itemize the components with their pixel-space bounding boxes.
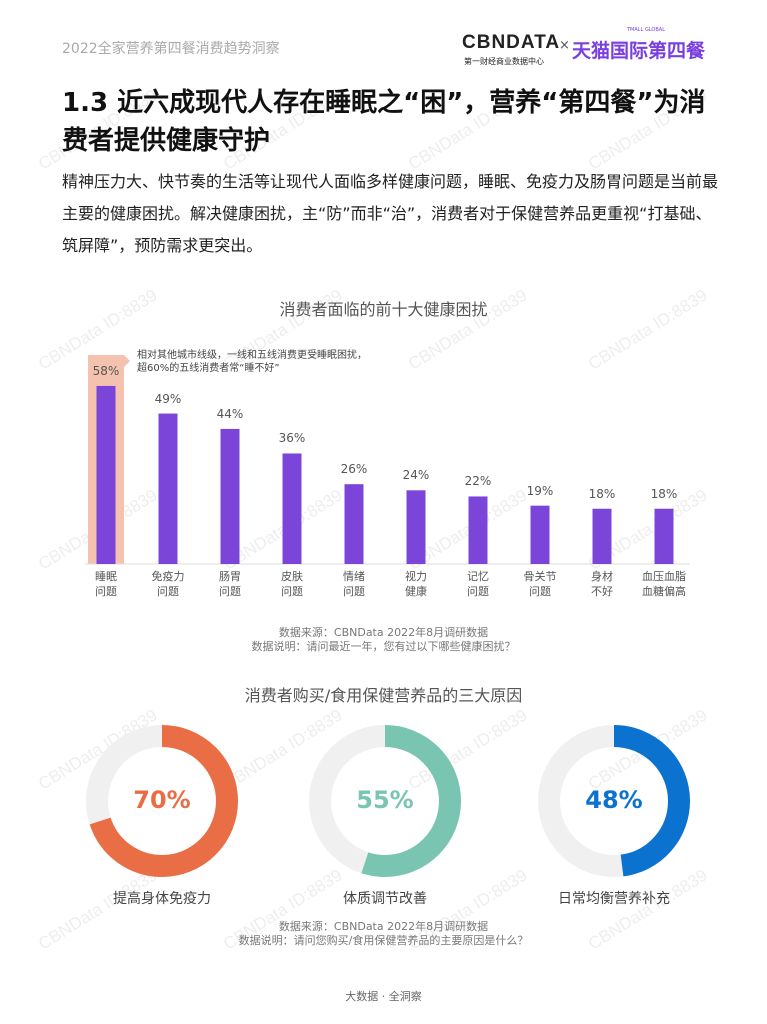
x-tick-label: 记忆 问题 (467, 570, 489, 598)
bar-value-label: 26% (340, 462, 368, 477)
x-tick-label: 情绪 问题 (343, 570, 365, 598)
bar-value-label: 36% (278, 431, 306, 446)
bar-value-label: 58% (92, 363, 120, 378)
x-tick-label: 血压血脂 血糖偏高 (642, 570, 686, 598)
donut-label: 体质调节改善 (343, 891, 427, 907)
cbndata-logo: CBNDATA (462, 32, 561, 53)
donut-value: 55% (356, 786, 414, 814)
bar-chart-title: 消费者面临的前十大健康困扰 (279, 300, 488, 319)
bar (406, 490, 426, 564)
donut-chart-notes: 数据来源：CBNData 2022年8月调研数据 数据说明：请问您购买/食用保健… (0, 920, 767, 948)
x-tick-label: 免疫力 问题 (151, 570, 185, 598)
donut-label: 提高身体免疫力 (113, 891, 211, 907)
bar-chart (85, 355, 690, 565)
bar (468, 496, 488, 564)
page-title: 1.3 近六成现代人存在睡眠之“困”，营养“第四餐”为消费者提供健康守护 (62, 88, 706, 156)
donut-arc (538, 725, 690, 877)
x-tick-label: 身材 不好 (591, 570, 613, 598)
bar-value-label: 24% (402, 468, 430, 483)
logo-separator: × (559, 38, 570, 53)
bar (96, 385, 116, 564)
data-source-note: 数据来源：CBNData 2022年8月调研数据 (278, 626, 489, 639)
donut-value: 48% (585, 786, 643, 814)
bar-chart-annotation: 相对其他城市线级，一线和五线消费更受睡眠困扰， 超60%的五线消费者常“睡不好” (137, 349, 367, 375)
donut-value: 70% (133, 786, 191, 814)
intro-paragraph: 精神压力大、快节奏的生活等让现代人面临多样健康问题，睡眠、免疫力及肠胃问题是当前… (62, 172, 719, 255)
data-description-note: 数据说明：请问最近一年，您有过以下哪些健康困扰？ (251, 640, 516, 653)
bar-value-label: 18% (650, 486, 678, 501)
x-tick-label: 肠胃 问题 (219, 570, 241, 598)
bar (158, 413, 178, 564)
report-title: 2022全家营养第四餐消费趋势洞察 (62, 41, 280, 57)
bar-value-label: 49% (154, 391, 182, 406)
bar (654, 508, 674, 564)
bar-value-label: 19% (526, 483, 554, 498)
x-tick-label: 睡眠 问题 (95, 570, 117, 598)
x-tick-label: 视力 健康 (405, 570, 427, 598)
donut-arc (309, 725, 461, 877)
tmall-logo: 天猫国际第四餐 (572, 40, 706, 62)
x-tick-label: 骨关节 问题 (523, 570, 557, 598)
cbndata-logo-subtitle: 第一财经商业数据中心 (464, 57, 544, 66)
bar (530, 505, 550, 564)
donut-chart-title: 消费者购买/食用保健营养品的三大原因 (244, 686, 523, 705)
bar (344, 484, 364, 564)
data-description-note: 数据说明：请问您购买/食用保健营养品的主要原因是什么？ (238, 934, 529, 947)
data-source-note: 数据来源：CBNData 2022年8月调研数据 (278, 920, 489, 933)
donut-charts (86, 725, 690, 877)
bar-value-label: 18% (588, 486, 616, 501)
bar-value-label: 44% (216, 406, 244, 421)
bar (282, 453, 302, 564)
x-tick-label: 皮肤 问题 (281, 570, 303, 598)
bar (592, 508, 612, 564)
bar-value-label: 22% (464, 474, 492, 489)
tmall-global-logo-subtitle: TMALL GLOBAL (627, 27, 666, 33)
bar-chart-notes: 数据来源：CBNData 2022年8月调研数据 数据说明：请问最近一年，您有过… (0, 626, 767, 654)
bar (220, 428, 240, 564)
donut-label: 日常均衡营养补充 (558, 891, 670, 907)
annotation-line: 超60%的五线消费者常“睡不好” (137, 363, 280, 374)
annotation-line: 相对其他城市线级，一线和五线消费更受睡眠困扰， (137, 350, 367, 361)
donut-arc (86, 725, 238, 877)
footer-slogan: 大数据 · 全洞察 (345, 990, 422, 1003)
